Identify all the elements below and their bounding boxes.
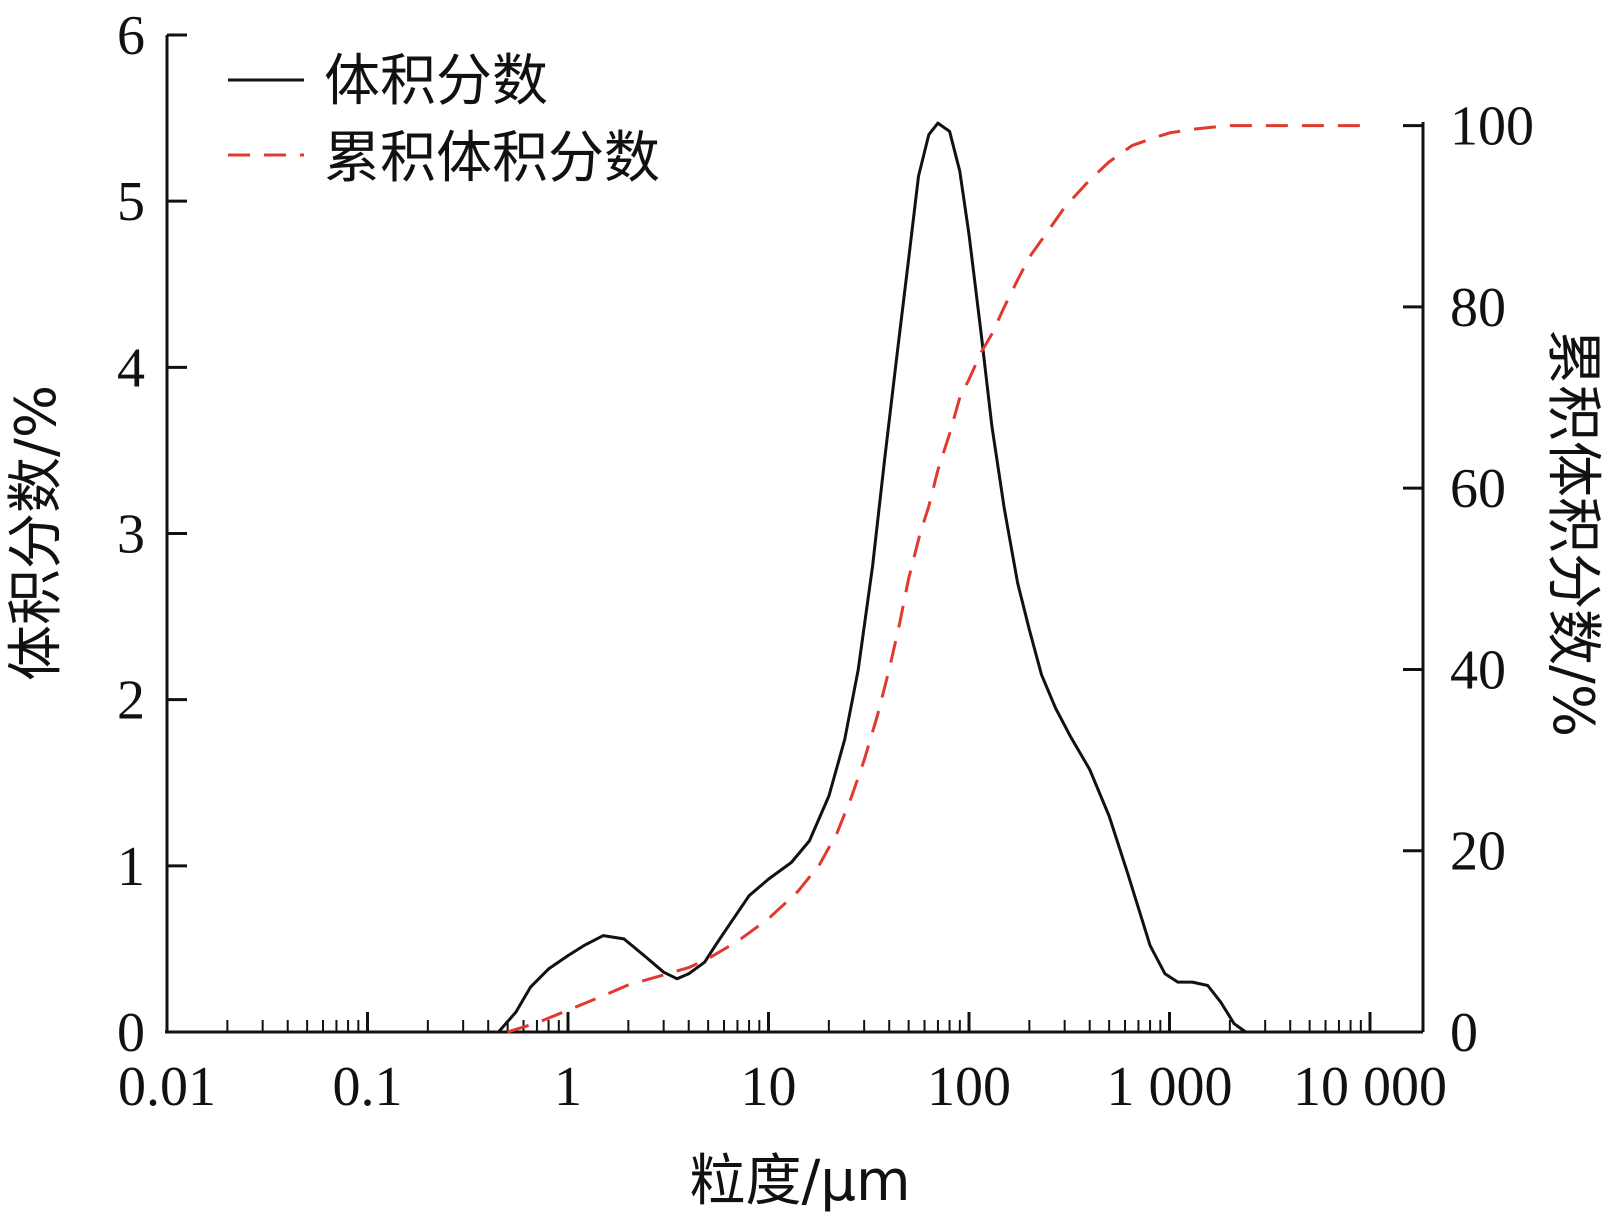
y-right-tick-label: 80 — [1450, 277, 1506, 339]
y-left-tick-label: 2 — [117, 670, 145, 732]
x-tick-label: 10 000 — [1293, 1056, 1447, 1118]
x-tick-label: 1 000 — [1107, 1056, 1233, 1118]
y-left-tick-label: 6 — [117, 5, 145, 67]
x-tick-label: 0.1 — [333, 1056, 403, 1118]
right-y-axis-title: 累积体积分数/% — [1540, 329, 1605, 737]
x-tick-label: 0.01 — [118, 1056, 216, 1118]
minor-ticks — [226, 1020, 1362, 1032]
y-left-tick-label: 4 — [117, 337, 145, 399]
series-volume-fraction-line — [497, 121, 1247, 1034]
y-right-tick-label: 60 — [1450, 458, 1506, 520]
y-left-tick-label: 0 — [117, 1002, 145, 1064]
legend: 体积分数 累积体积分数 — [228, 49, 660, 191]
x-tick-label: 10 — [741, 1056, 797, 1118]
left-y-axis-title: 体积分数/% — [4, 385, 69, 681]
tick-labels: 0.01 0.1 1 10 100 1 000 10 0000123456020406080… — [117, 5, 1534, 1118]
major-ticks — [165, 33, 1423, 1034]
x-tick-label: 1 — [554, 1056, 582, 1118]
legend-label-volume-fraction: 体积分数 — [324, 49, 548, 114]
x-axis-title: 粒度/μm — [689, 1149, 910, 1214]
y-left-tick-label: 5 — [117, 171, 145, 233]
x-tick-label: 100 — [927, 1056, 1011, 1118]
y-right-tick-label: 20 — [1450, 821, 1506, 883]
series-cumulative-volume-fraction-line — [507, 124, 1370, 1034]
legend-label-cumulative-volume-fraction: 累积体积分数 — [324, 126, 660, 191]
y-left-tick-label: 3 — [117, 504, 145, 566]
y-right-tick-label: 0 — [1450, 1002, 1478, 1064]
series-layer — [497, 121, 1370, 1034]
y-right-tick-label: 100 — [1450, 96, 1534, 158]
y-right-tick-label: 40 — [1450, 639, 1506, 701]
y-left-tick-label: 1 — [117, 836, 145, 898]
